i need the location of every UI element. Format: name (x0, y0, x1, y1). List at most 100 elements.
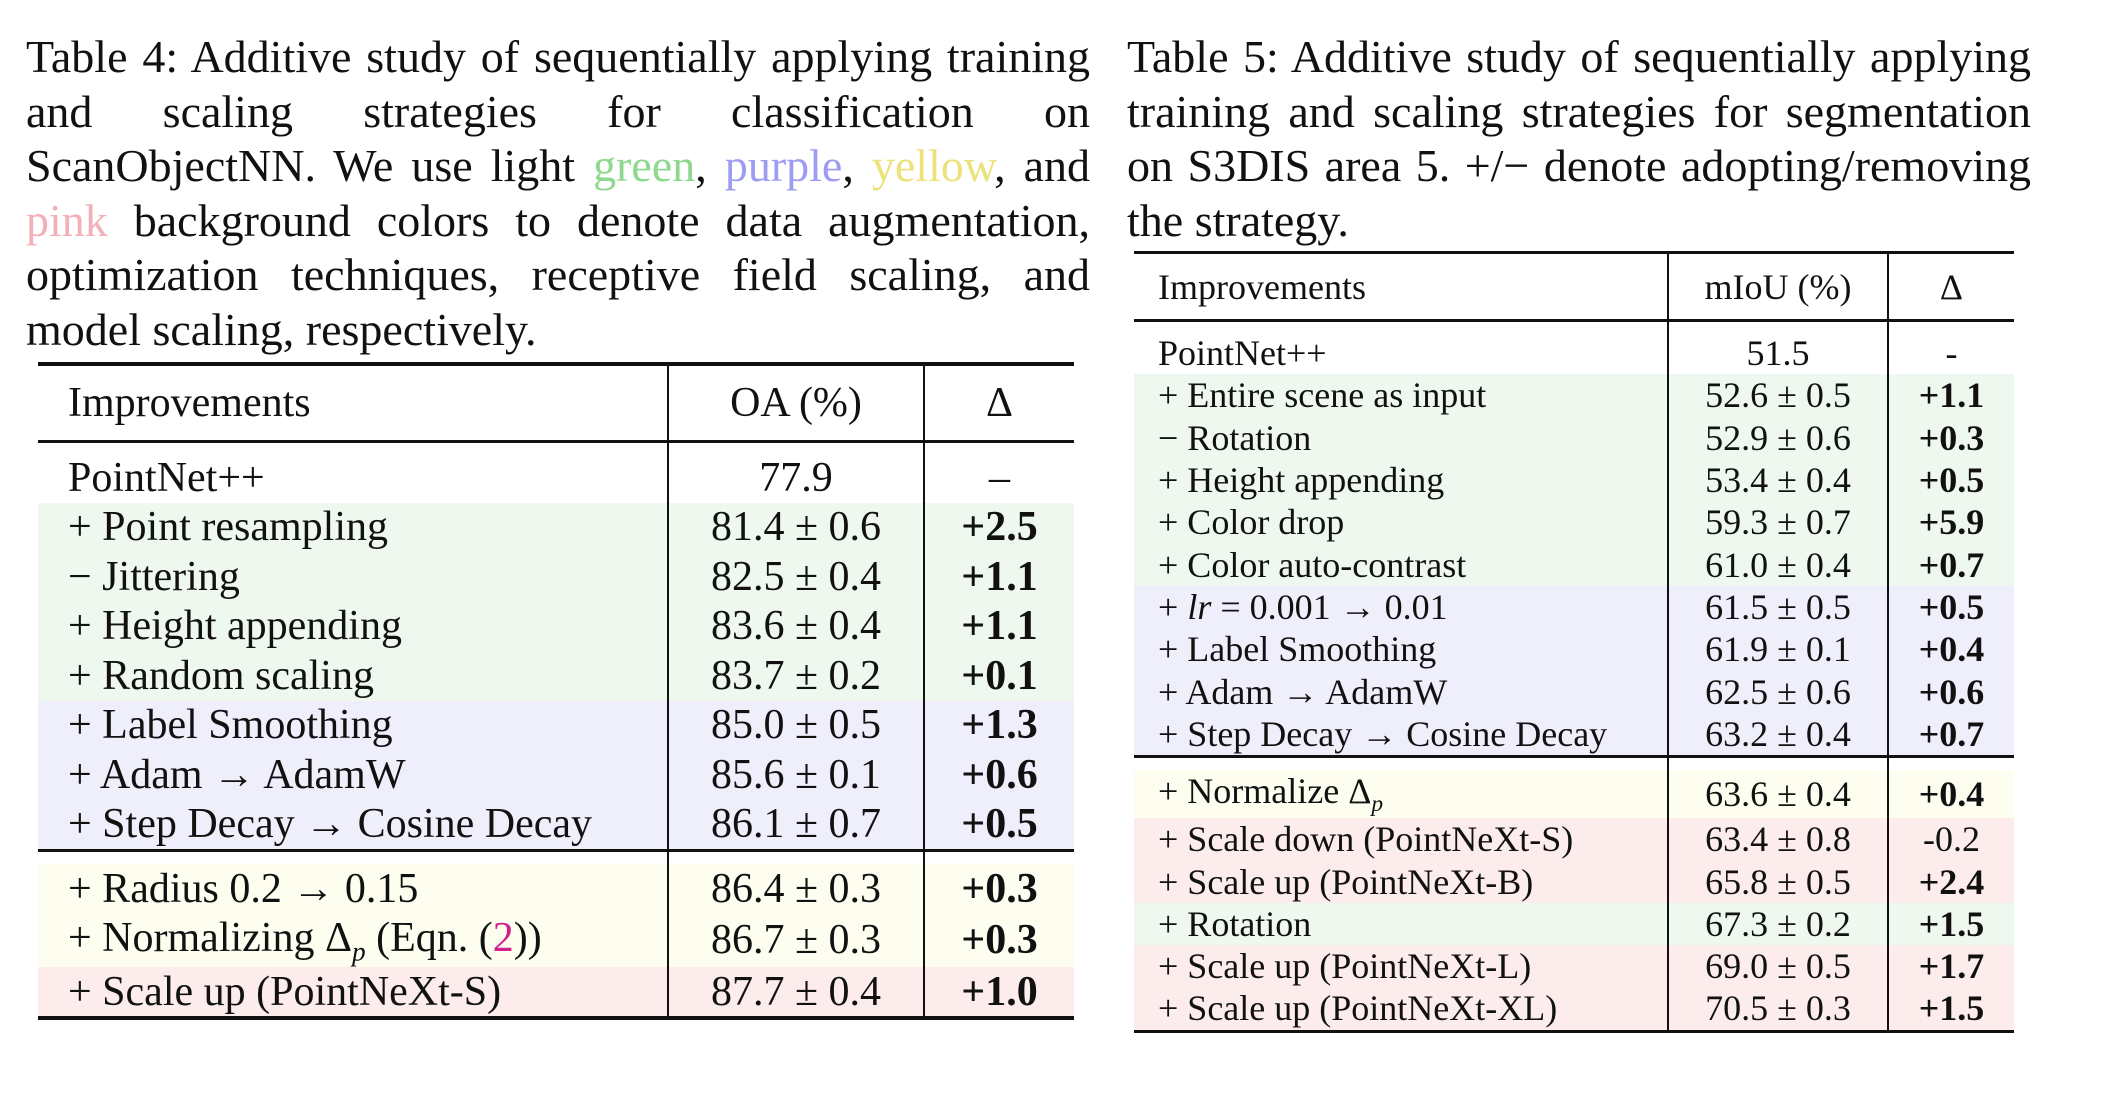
divider-cell (1667, 755, 1888, 770)
divider-cell (38, 849, 668, 864)
row-value: 63.6 ± 0.4 (1667, 769, 1888, 819)
row-label: + Entire scene as input (1158, 375, 1487, 416)
table-row: + Point resampling 81.4 ± 0.6 +2.5 (38, 502, 1074, 552)
table-row: + Scale up (PointNeXt-S) 87.7 ± 0.4 +1.0 (38, 966, 1074, 1019)
divider-cell (923, 849, 1074, 864)
row-value: 61.5 ± 0.5 (1667, 585, 1888, 629)
table-row: + Label Smoothing 85.0 ± 0.5 +1.3 (38, 700, 1074, 750)
row-delta: +1.7 (1887, 945, 2014, 988)
row-delta: +1.5 (1887, 902, 2014, 946)
row-delta: +1.1 (1887, 374, 2014, 417)
row-value: 86.1 ± 0.7 (667, 799, 924, 851)
row-value: 59.3 ± 0.7 (1667, 501, 1888, 544)
row-delta: +1.0 (923, 966, 1074, 1019)
row-label: + Scale up (PointNeXt-B) (1158, 861, 1534, 902)
caption-word-green: green (593, 140, 696, 191)
caption-word-yellow: yellow (871, 140, 995, 191)
row-delta: +1.1 (923, 552, 1074, 602)
header-delta: Δ (1887, 252, 2014, 322)
table-row: + Height appending 83.6 ± 0.4 +1.1 (38, 601, 1074, 651)
header-improvements: Improvements (1134, 252, 1668, 322)
table-row: − Rotation 52.9 ± 0.6 +0.3 (1134, 416, 2014, 459)
row-delta: +0.7 (1887, 543, 2014, 586)
table-row: + Scale down (PointNeXt-S) 63.4 ± 0.8 -0.2 (1134, 818, 2014, 861)
row-value: 70.5 ± 0.3 (1667, 987, 1888, 1032)
row-label: + Height appending (1158, 460, 1445, 501)
row-label: + Scale up (PointNeXt-L) (1158, 946, 1532, 987)
header-metric: OA (%) (667, 364, 924, 443)
row-value: 77.9 (667, 441, 924, 503)
row-delta: +0.6 (1887, 670, 2014, 713)
row-value: 63.2 ± 0.4 (1667, 712, 1888, 757)
table-row: + Color auto-contrast 61.0 ± 0.4 +0.7 (1134, 543, 2014, 586)
table-row: + Adam → AdamW 85.6 ± 0.1 +0.6 (38, 750, 1074, 800)
row-label: PointNet++ (68, 454, 265, 501)
table4-caption: Table 4: Additive study of sequentially … (26, 30, 1090, 357)
row-value: 51.5 (1667, 320, 1888, 375)
row-label: + Point resampling (68, 504, 389, 551)
row-label: + Normalize Δp (1158, 770, 1384, 818)
row-value: 85.6 ± 0.1 (667, 750, 924, 800)
table-row: + Scale up (PointNeXt-L) 69.0 ± 0.5 +1.7 (1134, 945, 2014, 988)
row-delta: +2.5 (923, 502, 1074, 552)
header-improvements: Improvements (38, 364, 668, 443)
table5-body: PointNet++ 51.5- + Entire scene as input 52… (1134, 320, 2014, 1032)
row-label: + Label Smoothing (1158, 629, 1437, 670)
caption-comma: , (695, 140, 707, 191)
row-value: 67.3 ± 0.2 (1667, 902, 1888, 946)
table-row: + Normalizing Δp (Eqn. (2)) 86.7 ± 0.3 +0.… (38, 913, 1074, 967)
row-value: 82.5 ± 0.4 (667, 552, 924, 602)
row-delta: +0.1 (923, 651, 1074, 701)
row-label: + Color auto-contrast (1158, 544, 1467, 585)
row-label: + Rotation (1158, 903, 1312, 944)
row-label: + Radius 0.2 → 0.15 (68, 865, 419, 912)
row-delta: - (1887, 320, 2014, 375)
row-label: − Jittering (68, 553, 240, 600)
row-delta: +1.1 (923, 601, 1074, 651)
row-delta: +0.6 (923, 750, 1074, 800)
row-label: + Step Decay → Cosine Decay (1158, 713, 1608, 754)
caption-comma: , (842, 140, 854, 191)
table-row: + Color drop 59.3 ± 0.7 +5.9 (1134, 501, 2014, 544)
section-divider (1134, 755, 2014, 770)
table5: Improvements mIoU (%) Δ PointNet++ 51.5- +… (1134, 251, 2014, 1033)
table-row: + Step Decay → Cosine Decay 63.2 ± 0.4 +0.… (1134, 712, 2014, 757)
row-label: + Label Smoothing (68, 702, 393, 749)
row-value: 86.7 ± 0.3 (667, 913, 924, 967)
row-label: + Random scaling (68, 652, 374, 699)
row-delta: -0.2 (1887, 818, 2014, 861)
row-delta: – (923, 441, 1074, 503)
row-delta: +0.5 (923, 799, 1074, 851)
table5-caption-text: Additive study of sequentially applying … (1127, 31, 2032, 246)
section-divider (38, 849, 1074, 864)
row-label: + Color drop (1158, 502, 1345, 543)
row-label: − Rotation (1158, 417, 1312, 458)
table-row: + Radius 0.2 → 0.15 86.4 ± 0.3 +0.3 (38, 864, 1074, 914)
row-delta: +0.3 (923, 913, 1074, 967)
table4-caption-label: Table 4: (26, 31, 179, 82)
row-delta: +0.5 (1887, 585, 2014, 629)
table-row: + Normalize Δp 63.6 ± 0.4 +0.4 (1134, 769, 2014, 819)
row-value: 87.7 ± 0.4 (667, 966, 924, 1019)
row-label: PointNet++ (1158, 333, 1327, 374)
divider-cell (1134, 755, 1668, 770)
row-label: + Adam → AdamW (68, 751, 406, 798)
row-value: 61.9 ± 0.1 (1667, 628, 1888, 671)
row-delta: +0.3 (923, 864, 1074, 914)
row-label: + Normalizing Δp (Eqn. (2)) (68, 914, 542, 966)
row-label: + Scale up (PointNeXt-S) (68, 968, 502, 1015)
divider-cell (667, 849, 924, 864)
caption-word-purple: purple (724, 140, 843, 191)
caption-and: , and (994, 140, 1091, 191)
table4-caption-text: Additive study of sequentially applying … (26, 31, 1090, 191)
row-delta: +5.9 (1887, 501, 2014, 544)
table-row: + Rotation 67.3 ± 0.2 +1.5 (1134, 902, 2014, 946)
table-row: + Adam → AdamW 62.5 ± 0.6 +0.6 (1134, 670, 2014, 713)
header-delta: Δ (923, 364, 1074, 443)
row-value: 69.0 ± 0.5 (1667, 945, 1888, 988)
row-label: + Adam → AdamW (1158, 671, 1448, 712)
row-value: 61.0 ± 0.4 (1667, 543, 1888, 586)
row-value: 53.4 ± 0.4 (1667, 458, 1888, 502)
row-delta: +2.4 (1887, 860, 2014, 903)
table-row: + Entire scene as input 52.6 ± 0.5 +1.1 (1134, 374, 2014, 417)
